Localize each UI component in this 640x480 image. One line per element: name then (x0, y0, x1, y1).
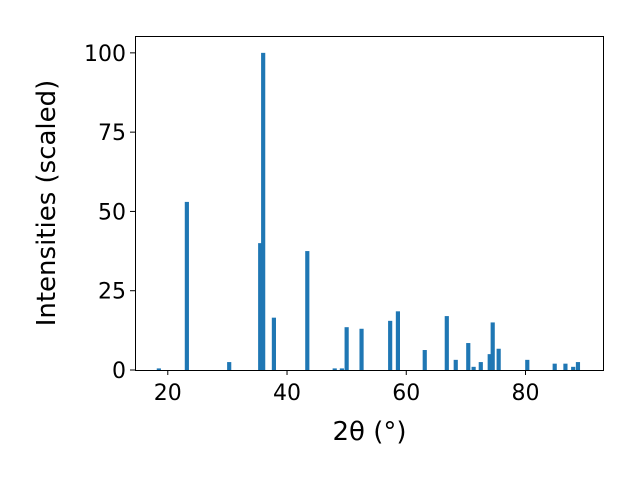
bar-peak-21 (496, 348, 501, 370)
bar-peak-13 (422, 350, 427, 370)
x-tick-label-1: 40 (273, 381, 301, 406)
bar-peak-8 (339, 368, 344, 370)
y-tick-label-2: 50 (98, 200, 126, 225)
bar-peak-15 (453, 359, 458, 370)
bar-peak-19 (487, 354, 492, 370)
y-tick-label-4: 100 (84, 42, 126, 67)
bar-peak-0 (156, 368, 161, 370)
bar-peak-26 (575, 362, 581, 370)
y-axis-label: Intensities (scaled) (32, 80, 62, 327)
bar-peak-22 (525, 359, 530, 370)
bar-peak-3 (258, 243, 263, 370)
bar-peak-20 (490, 322, 495, 370)
bar-peak-25 (571, 366, 576, 370)
bar-peak-17 (471, 366, 476, 370)
y-tick-label-0: 0 (112, 359, 126, 384)
y-axis-ticks: 0 25 50 75 100 (84, 42, 135, 384)
bar-peak-16 (466, 343, 471, 370)
bar-peak-4 (261, 52, 266, 371)
bar-peak-6 (305, 251, 310, 370)
bar-peak-9 (344, 327, 349, 370)
bar-series (156, 52, 581, 371)
bar-peak-7 (332, 368, 337, 370)
x-tick-label-3: 80 (511, 381, 539, 406)
bar-peak-11 (388, 320, 393, 370)
bar-peak-5 (271, 317, 276, 370)
plot-frame (135, 36, 604, 371)
bar-peak-24 (563, 363, 568, 370)
bar-peak-23 (552, 363, 557, 370)
bar-peak-14 (444, 316, 449, 370)
bar-peak-18 (478, 362, 483, 370)
x-axis-label: 2θ (°) (332, 417, 406, 447)
y-tick-label-3: 75 (98, 121, 126, 146)
x-tick-label-2: 60 (392, 381, 420, 406)
x-axis-ticks: 20 40 60 80 (154, 370, 539, 406)
bar-peak-12 (395, 311, 400, 370)
bar-peak-1 (184, 201, 189, 370)
x-tick-label-0: 20 (154, 381, 182, 406)
bar-peak-2 (227, 362, 232, 370)
bar-peak-10 (359, 328, 364, 370)
y-tick-label-1: 25 (98, 280, 126, 305)
